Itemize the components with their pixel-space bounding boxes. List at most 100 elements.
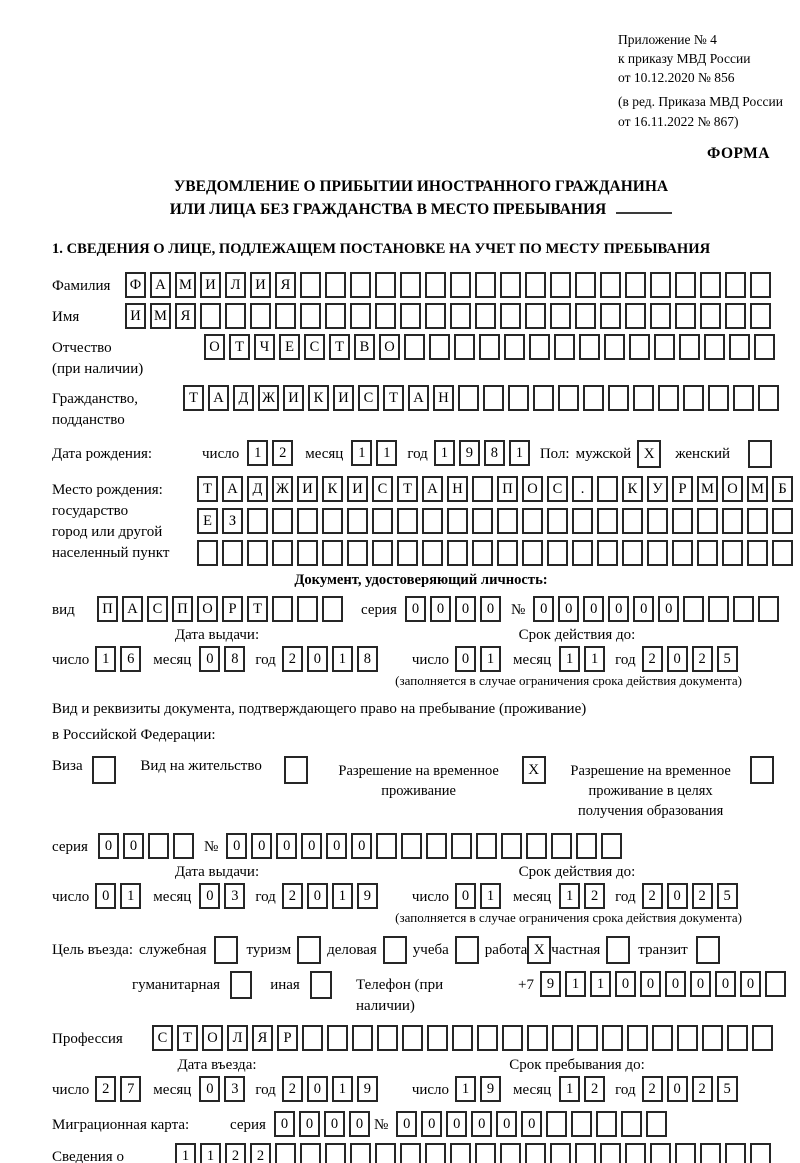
char-cell[interactable] [272, 540, 293, 567]
char-cell[interactable] [497, 540, 518, 567]
char-cell[interactable] [477, 1025, 498, 1052]
char-cell[interactable]: 0 [455, 646, 477, 673]
char-cell[interactable] [400, 1143, 421, 1163]
char-cell[interactable] [404, 334, 425, 361]
char-cell[interactable] [508, 385, 529, 412]
char-cell[interactable] [322, 508, 343, 535]
char-cell[interactable]: Т [177, 1025, 198, 1052]
char-cell[interactable]: 0 [122, 833, 144, 860]
char-cell[interactable]: М [150, 303, 171, 330]
purpose-humanitarian-checkbox[interactable] [230, 971, 253, 1000]
char-cell[interactable] [700, 303, 721, 330]
char-cell[interactable]: 0 [614, 971, 636, 998]
char-cell[interactable]: 0 [521, 1111, 543, 1138]
char-cell[interactable]: Н [433, 385, 454, 412]
char-cell[interactable] [675, 272, 696, 299]
char-cell[interactable]: 2 [281, 1076, 303, 1103]
char-cell[interactable]: 1 [559, 646, 581, 673]
char-cell[interactable] [347, 508, 368, 535]
char-cell[interactable] [725, 272, 746, 299]
char-cell[interactable] [297, 508, 318, 535]
char-cell[interactable] [750, 1143, 771, 1163]
char-cell[interactable] [250, 303, 271, 330]
char-cell[interactable] [425, 303, 446, 330]
char-cell[interactable] [522, 508, 543, 535]
char-cell[interactable]: А [422, 476, 443, 503]
char-cell[interactable] [729, 334, 750, 361]
char-cell[interactable] [672, 508, 693, 535]
char-cell[interactable] [650, 1143, 671, 1163]
char-cell[interactable]: С [152, 1025, 173, 1052]
char-cell[interactable] [472, 540, 493, 567]
char-cell[interactable] [625, 303, 646, 330]
char-cell[interactable]: О [202, 1025, 223, 1052]
char-cell[interactable]: 2 [225, 1143, 246, 1163]
temp-residence-checkbox[interactable]: X [521, 756, 546, 785]
char-cell[interactable]: К [622, 476, 643, 503]
char-cell[interactable] [621, 1111, 643, 1138]
char-cell[interactable]: Д [247, 476, 268, 503]
char-cell[interactable] [547, 508, 568, 535]
char-cell[interactable]: С [372, 476, 393, 503]
char-cell[interactable]: К [322, 476, 343, 503]
char-cell[interactable]: Т [183, 385, 204, 412]
char-cell[interactable]: Л [227, 1025, 248, 1052]
char-cell[interactable]: А [408, 385, 429, 412]
purpose-work-checkbox[interactable]: X [527, 936, 552, 965]
char-cell[interactable] [372, 508, 393, 535]
char-cell[interactable]: 1 [455, 1076, 477, 1103]
char-cell[interactable]: 1 [200, 1143, 221, 1163]
char-cell[interactable]: 1 [589, 971, 611, 998]
sex-female-checkbox[interactable] [748, 440, 773, 469]
char-cell[interactable]: Ч [254, 334, 275, 361]
char-cell[interactable]: Б [772, 476, 793, 503]
char-cell[interactable] [350, 1143, 371, 1163]
char-cell[interactable]: 3 [224, 1076, 246, 1103]
char-cell[interactable] [302, 1025, 323, 1052]
char-cell[interactable]: У [647, 476, 668, 503]
char-cell[interactable]: 1 [559, 1076, 581, 1103]
char-cell[interactable]: Т [329, 334, 350, 361]
char-cell[interactable] [427, 1025, 448, 1052]
char-cell[interactable] [222, 540, 243, 567]
char-cell[interactable]: И [297, 476, 318, 503]
char-cell[interactable] [272, 508, 293, 535]
purpose-transit-checkbox[interactable] [695, 936, 720, 965]
char-cell[interactable] [758, 596, 780, 623]
char-cell[interactable] [550, 303, 571, 330]
char-cell[interactable] [658, 385, 679, 412]
char-cell[interactable]: 2 [584, 1076, 606, 1103]
char-cell[interactable] [572, 540, 593, 567]
char-cell[interactable]: Т [229, 334, 250, 361]
char-cell[interactable]: 0 [446, 1111, 468, 1138]
char-cell[interactable]: К [308, 385, 329, 412]
char-cell[interactable]: 0 [471, 1111, 493, 1138]
residence-permit-checkbox[interactable] [283, 756, 308, 785]
char-cell[interactable] [375, 303, 396, 330]
char-cell[interactable] [527, 1025, 548, 1052]
char-cell[interactable] [525, 1143, 546, 1163]
char-cell[interactable]: 6 [120, 646, 142, 673]
char-cell[interactable]: 0 [658, 596, 680, 623]
char-cell[interactable]: 0 [396, 1111, 418, 1138]
char-cell[interactable]: 2 [281, 883, 303, 910]
purpose-business-checkbox[interactable] [382, 936, 407, 965]
char-cell[interactable]: З [222, 508, 243, 535]
char-cell[interactable]: 2 [641, 646, 663, 673]
char-cell[interactable] [750, 303, 771, 330]
char-cell[interactable] [297, 540, 318, 567]
char-cell[interactable] [450, 303, 471, 330]
char-cell[interactable] [758, 385, 779, 412]
char-cell[interactable]: 0 [633, 596, 655, 623]
char-cell[interactable]: 1 [376, 440, 398, 467]
char-cell[interactable] [754, 334, 775, 361]
char-cell[interactable]: 2 [691, 646, 713, 673]
char-cell[interactable] [546, 1111, 568, 1138]
visa-checkbox[interactable] [92, 756, 117, 785]
char-cell[interactable]: 1 [508, 440, 530, 467]
char-cell[interactable] [725, 1143, 746, 1163]
char-cell[interactable] [697, 508, 718, 535]
char-cell[interactable]: Я [252, 1025, 273, 1052]
char-cell[interactable] [677, 1025, 698, 1052]
char-cell[interactable]: 0 [739, 971, 761, 998]
